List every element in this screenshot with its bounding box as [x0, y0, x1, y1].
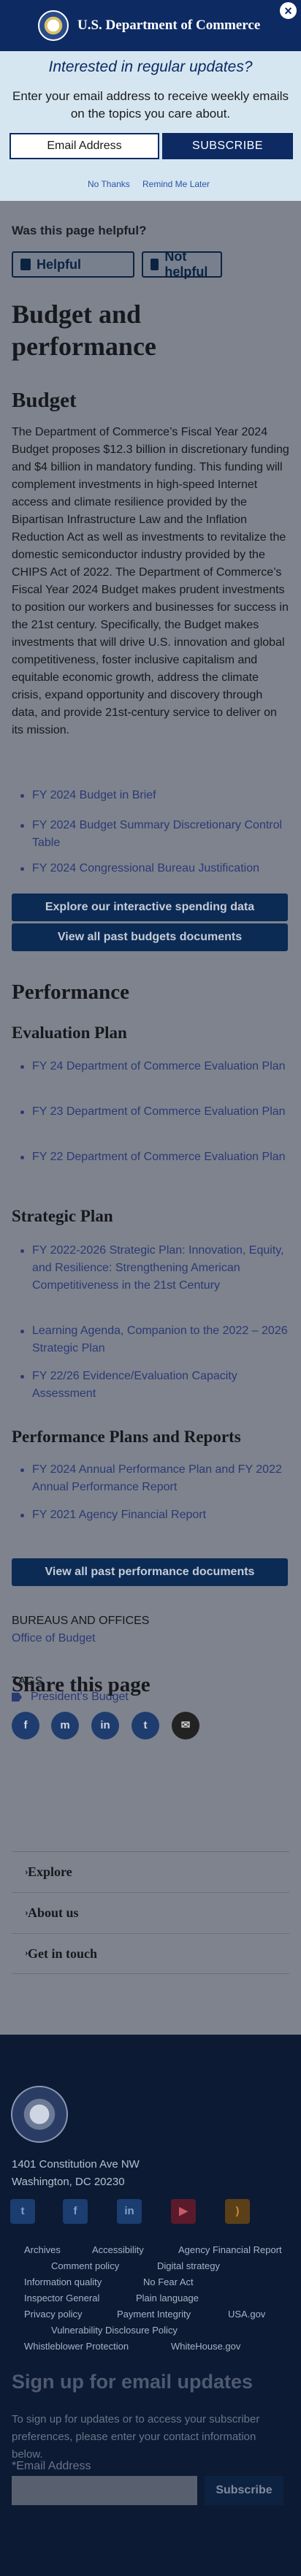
facebook-icon[interactable]: f	[63, 2199, 88, 2224]
footer-link[interactable]: Plain language	[136, 2293, 199, 2303]
linkedin-icon[interactable]: in	[117, 2199, 142, 2224]
twitter-icon[interactable]: t	[132, 1712, 159, 1739]
tag-link[interactable]: President's Budget	[31, 1691, 129, 1703]
performance-link[interactable]: FY 2024 Annual Performance Plan and FY 2…	[20, 1461, 288, 1496]
not-helpful-button[interactable]: Not helpful	[142, 249, 222, 279]
accordion-get-in-touch[interactable]: › Get in touch	[12, 1933, 289, 1974]
email-promo: Interested in regular updates? Enter you…	[0, 51, 301, 201]
spending-data-button[interactable]: Explore our interactive spending data	[12, 893, 288, 921]
strategic-link[interactable]: Learning Agenda, Companion to the 2022 –…	[20, 1322, 288, 1357]
past-budgets-button[interactable]: View all past budgets documents	[12, 923, 288, 951]
thumbs-up-icon	[20, 259, 31, 270]
accordion-about-us[interactable]: › About us	[12, 1892, 289, 1933]
remind-later-link[interactable]: Remind Me Later	[142, 179, 210, 189]
email-icon[interactable]: ✉	[172, 1712, 199, 1739]
address-line-2: Washington, DC 20230	[12, 2176, 125, 2188]
promo-text: Enter your email address to receive week…	[12, 89, 289, 121]
evaluation-plan-heading: Evaluation Plan	[12, 1024, 127, 1042]
footer-link[interactable]: Privacy policy	[24, 2309, 83, 2320]
no-thanks-link[interactable]: No Thanks	[88, 179, 130, 189]
performance-heading: Performance	[12, 980, 130, 1004]
helpful-button[interactable]: Helpful	[12, 251, 134, 278]
page-title: Budget and performance	[12, 300, 156, 361]
helpful-label: Helpful	[37, 256, 81, 272]
evaluation-link[interactable]: FY 24 Department of Commerce Evaluation …	[20, 1058, 288, 1075]
not-helpful-label: Not helpful	[164, 249, 208, 279]
tag-icon	[12, 1693, 22, 1702]
budget-link[interactable]: FY 2024 Budget in Brief	[20, 787, 288, 804]
footer-link[interactable]: WhiteHouse.gov	[171, 2341, 241, 2352]
signup-text: To sign up for updates or to access your…	[12, 2413, 260, 2461]
promo-title: Interested in regular updates?	[48, 58, 253, 75]
footer-link[interactable]: Whistleblower Protection	[24, 2341, 129, 2352]
thumbs-down-icon	[150, 259, 159, 270]
commerce-seal-icon	[11, 2086, 68, 2143]
footer-link[interactable]: Agency Financial Report	[178, 2244, 282, 2255]
signup-email-input[interactable]	[12, 2476, 197, 2505]
evaluation-link[interactable]: FY 22 Department of Commerce Evaluation …	[20, 1148, 288, 1166]
twitter-icon[interactable]: t	[10, 2199, 35, 2224]
performance-link[interactable]: FY 2021 Agency Financial Report	[20, 1506, 288, 1524]
chevron-right-icon: ›	[25, 1948, 28, 1959]
strategic-link[interactable]: FY 2022-2026 Strategic Plan: Innovation,…	[20, 1242, 288, 1295]
footer-link[interactable]: USA.gov	[228, 2309, 266, 2320]
email-label: *Email Address	[12, 2460, 91, 2472]
budget-text: The Department of Commerce’s Fiscal Year…	[12, 426, 289, 736]
site-title[interactable]: U.S. Department of Commerce	[77, 18, 261, 33]
past-performance-button[interactable]: View all past performance documents	[12, 1558, 288, 1586]
youtube-icon[interactable]: ▶	[171, 2199, 196, 2224]
strategic-link[interactable]: FY 22/26 Evidence/Evaluation Capacity As…	[20, 1368, 288, 1403]
footer-link[interactable]: No Fear Act	[143, 2276, 194, 2287]
commerce-seal-icon[interactable]	[38, 10, 69, 41]
accordion-label: Explore	[28, 1864, 72, 1879]
strategic-plan-heading: Strategic Plan	[12, 1207, 113, 1225]
linkedin-icon[interactable]: in	[91, 1712, 119, 1739]
chevron-right-icon: ›	[25, 1907, 28, 1918]
performance-plans-heading: Performance Plans and Reports	[12, 1428, 241, 1446]
signup-subscribe-button[interactable]: Subscribe	[205, 2476, 283, 2505]
budget-link[interactable]: FY 2024 Budget Summary Discretionary Con…	[20, 817, 288, 852]
evaluation-link[interactable]: FY 23 Department of Commerce Evaluation …	[20, 1103, 288, 1121]
footer-link[interactable]: Inspector General	[24, 2293, 100, 2303]
address-line-1: 1401 Constitution Ave NW	[12, 2158, 140, 2171]
signup-title: Sign up for email updates	[12, 2371, 254, 2393]
bureaus-label: BUREAUS AND OFFICES	[12, 1615, 150, 1627]
messenger-icon[interactable]: m	[51, 1712, 79, 1739]
budget-heading: Budget	[12, 389, 77, 412]
accordion-label: Get in touch	[28, 1946, 98, 1961]
rss-icon[interactable]: )	[225, 2199, 250, 2224]
budget-link[interactable]: FY 2024 Congressional Bureau Justificati…	[20, 860, 288, 877]
footer-link[interactable]: Vulnerability Disclosure Policy	[51, 2325, 178, 2336]
chevron-right-icon: ›	[25, 1866, 28, 1878]
accordion-label: About us	[28, 1905, 79, 1920]
promo-subscribe-button[interactable]: SUBSCRIBE	[162, 133, 293, 159]
facebook-icon[interactable]: f	[12, 1712, 39, 1739]
footer-link[interactable]: Archives	[24, 2244, 61, 2255]
close-icon[interactable]: ×	[278, 1, 298, 20]
footer-link[interactable]: Payment Integrity	[117, 2309, 191, 2320]
tags-label: TAGS	[12, 1675, 43, 1688]
footer-link[interactable]: Comment policy	[51, 2260, 120, 2271]
bureau-link[interactable]: Office of Budget	[12, 1632, 96, 1645]
footer-link[interactable]: Digital strategy	[157, 2260, 220, 2271]
share-heading-text: Share this page	[12, 1673, 150, 1696]
footer-link[interactable]: Accessibility	[92, 2244, 144, 2255]
footer-link[interactable]: Information quality	[24, 2276, 102, 2287]
feedback-question: Was this page helpful?	[12, 224, 147, 237]
accordion-explore[interactable]: › Explore	[12, 1851, 289, 1892]
promo-email-input[interactable]: Email Address	[9, 133, 159, 159]
